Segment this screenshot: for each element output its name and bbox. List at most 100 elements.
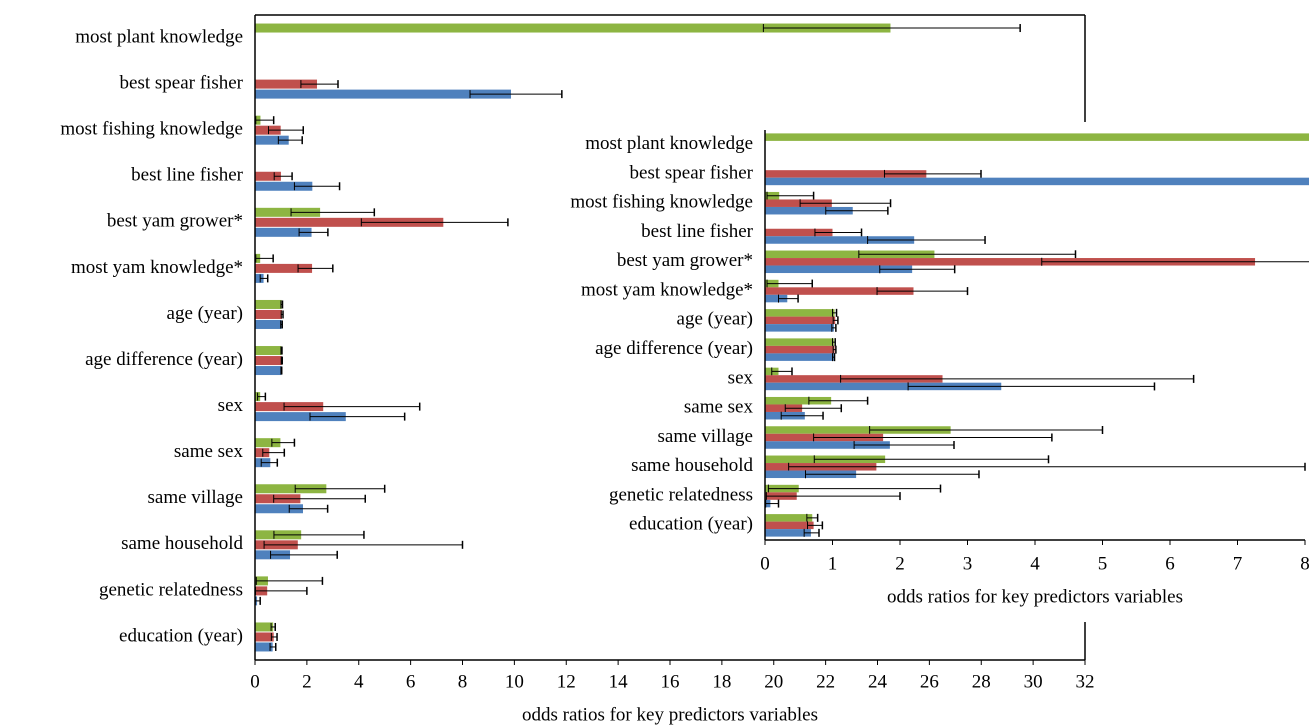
- y-tick-label: most plant knowledge: [75, 26, 243, 47]
- error-bar: [273, 494, 366, 503]
- x-tick-label: 0: [250, 671, 260, 692]
- error-bar: [806, 513, 819, 522]
- bar: [765, 199, 832, 207]
- error-bar: [309, 412, 406, 421]
- error-bar: [255, 116, 275, 125]
- x-tick-label: 8: [458, 671, 468, 692]
- bar: [255, 504, 303, 514]
- error-bar: [269, 642, 277, 651]
- error-bar: [280, 300, 284, 309]
- error-bar: [805, 470, 980, 479]
- error-bar: [814, 228, 863, 237]
- error-bar: [767, 484, 942, 493]
- x-tick-label: 6: [406, 671, 416, 692]
- bar: [765, 287, 914, 295]
- error-bar: [869, 426, 1104, 434]
- error-bar: [255, 254, 274, 263]
- bar: [765, 258, 1256, 266]
- y-tick-label: same household: [631, 455, 753, 476]
- y-tick-label: best yam grower*: [617, 250, 753, 271]
- y-tick-label: education (year): [119, 625, 243, 646]
- y-tick-label: genetic relatedness: [609, 484, 753, 505]
- bar: [765, 316, 836, 325]
- x-tick-label: 26: [920, 671, 939, 692]
- error-bar: [907, 382, 1156, 391]
- bar: [255, 484, 327, 494]
- bar: [765, 250, 935, 259]
- error-bar: [280, 310, 284, 319]
- x-tick-label: 7: [1233, 553, 1243, 574]
- bar: [255, 125, 281, 135]
- bar: [255, 366, 282, 376]
- bar: [255, 207, 321, 217]
- x-axis-title: odds ratios for key predictors variables: [887, 586, 1183, 607]
- error-bar: [257, 392, 267, 401]
- error-bar: [283, 402, 421, 411]
- y-tick-label: most plant knowledge: [585, 133, 753, 154]
- y-tick-label: age difference (year): [595, 338, 753, 359]
- error-bar: [270, 550, 338, 559]
- error-bar: [260, 458, 279, 467]
- bar: [255, 23, 891, 33]
- y-tick-label: age (year): [677, 309, 753, 330]
- bar: [255, 79, 317, 89]
- error-bar: [799, 199, 892, 208]
- error-bar: [813, 433, 1053, 442]
- error-bar: [858, 250, 1077, 259]
- error-bar: [271, 438, 296, 447]
- y-tick-label: sex: [728, 367, 754, 388]
- y-tick-label: education (year): [629, 514, 753, 535]
- y-tick-label: same household: [121, 533, 243, 554]
- bar: [255, 89, 512, 99]
- x-tick-label: 16: [661, 671, 680, 692]
- x-tick-label: 12: [557, 671, 576, 692]
- error-bar: [280, 320, 283, 329]
- error-bar: [771, 367, 793, 376]
- error-bar: [293, 182, 341, 191]
- bar: [255, 448, 270, 458]
- x-tick-label: 2: [895, 553, 905, 574]
- bar: [255, 642, 273, 652]
- bar: [255, 412, 346, 422]
- error-bar: [867, 236, 986, 244]
- bar: [765, 345, 835, 354]
- error-bar: [273, 530, 365, 539]
- x-tick-label: 24: [868, 671, 888, 692]
- bar: [255, 181, 313, 191]
- bar: [765, 177, 1309, 186]
- bar: [255, 217, 444, 227]
- error-bar: [788, 462, 1306, 471]
- plot-area: [254, 23, 1021, 652]
- error-bar: [808, 396, 869, 405]
- error-bar: [259, 274, 269, 283]
- y-tick-label: same village: [658, 426, 754, 447]
- bar: [255, 622, 274, 632]
- inset-background: [535, 122, 1309, 622]
- y-tick-label: best yam grower*: [107, 211, 243, 232]
- y-tick-label: same sex: [174, 441, 244, 462]
- y-tick-label: best line fisher: [641, 221, 754, 242]
- error-bar: [277, 136, 303, 145]
- x-tick-label: 28: [972, 671, 991, 692]
- y-tick-label: genetic relatedness: [99, 579, 243, 600]
- error-bar: [832, 353, 836, 362]
- error-bar: [853, 441, 955, 449]
- error-bar: [288, 504, 329, 513]
- x-tick-label: 3: [963, 553, 973, 574]
- x-tick-label: 1: [828, 553, 838, 574]
- bar: [765, 338, 834, 346]
- error-bar: [360, 218, 509, 227]
- bar: [765, 514, 813, 522]
- error-bar: [765, 492, 901, 501]
- bar: [255, 273, 264, 283]
- bar: [765, 353, 834, 361]
- bar: [765, 206, 853, 215]
- y-tick-label: sex: [218, 395, 244, 416]
- y-tick-label: age difference (year): [85, 349, 243, 370]
- error-bar: [300, 80, 339, 89]
- bar: [255, 438, 281, 448]
- bar: [255, 227, 312, 237]
- bar: [255, 632, 274, 642]
- bar: [765, 133, 1309, 141]
- error-bar: [255, 576, 324, 585]
